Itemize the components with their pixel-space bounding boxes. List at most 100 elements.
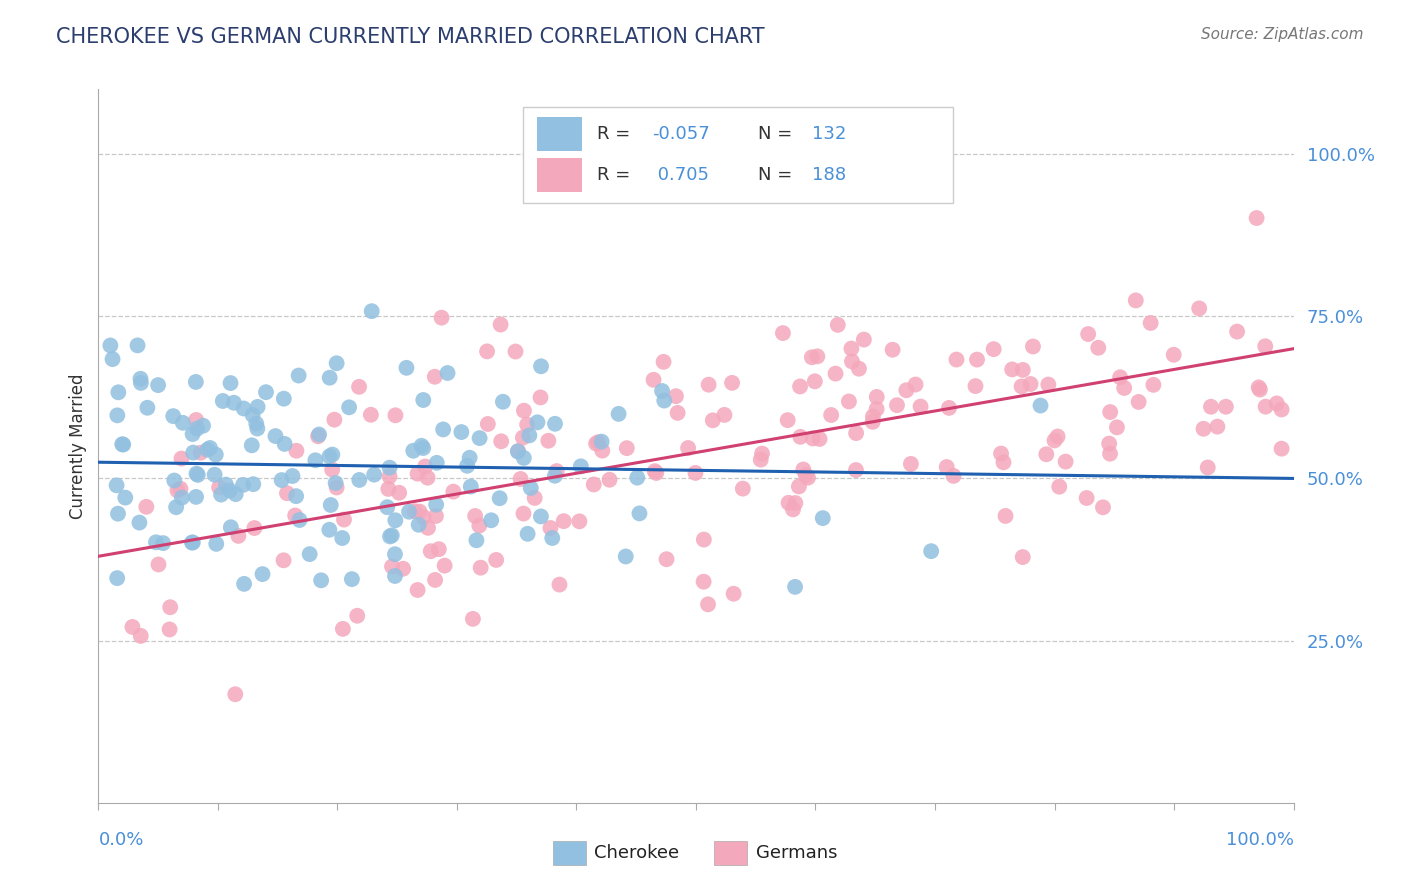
Point — [586, 435, 609, 450]
Point — [254, 385, 277, 400]
Point — [824, 367, 846, 381]
Point — [599, 473, 621, 487]
Point — [643, 373, 665, 387]
Point — [246, 400, 269, 414]
Point — [721, 376, 744, 390]
Point — [246, 421, 269, 435]
Point — [172, 416, 194, 430]
Point — [1105, 420, 1128, 434]
Point — [211, 394, 233, 409]
Point — [1029, 399, 1052, 413]
Point — [406, 467, 429, 481]
FancyBboxPatch shape — [714, 840, 748, 865]
Point — [330, 531, 353, 545]
Point — [219, 520, 242, 534]
Point — [377, 482, 399, 496]
Text: Cherokee: Cherokee — [595, 844, 679, 862]
Point — [209, 487, 232, 501]
Point — [159, 600, 181, 615]
Point — [406, 582, 429, 597]
Point — [616, 441, 638, 455]
Point — [468, 431, 491, 445]
Point — [340, 572, 363, 586]
Point — [101, 352, 124, 367]
Point — [544, 417, 567, 431]
Point — [1271, 402, 1294, 417]
Point — [347, 380, 370, 394]
Point — [281, 469, 304, 483]
Point — [789, 379, 811, 393]
Point — [1011, 550, 1033, 565]
Point — [582, 477, 605, 491]
Point — [219, 376, 242, 390]
Point — [513, 403, 536, 417]
Point — [384, 409, 406, 423]
Point — [886, 398, 908, 412]
Point — [412, 510, 434, 524]
Point — [652, 355, 675, 369]
Point — [1249, 383, 1271, 397]
Point — [465, 533, 488, 548]
Point — [430, 310, 453, 325]
Point — [541, 531, 564, 545]
Point — [489, 318, 512, 332]
Point — [713, 408, 735, 422]
Point — [1047, 480, 1070, 494]
Point — [506, 444, 529, 458]
Point — [772, 326, 794, 340]
Point — [1139, 316, 1161, 330]
Point — [1022, 339, 1045, 353]
Point — [333, 512, 356, 526]
Text: 100.0%: 100.0% — [1226, 831, 1294, 849]
Point — [477, 417, 499, 431]
Point — [408, 505, 430, 519]
Point — [128, 516, 150, 530]
Point — [186, 422, 208, 436]
Point — [841, 354, 863, 368]
Point — [538, 521, 561, 535]
Point — [475, 344, 498, 359]
Point — [697, 377, 720, 392]
Point — [404, 504, 426, 518]
Point — [568, 514, 591, 528]
Text: 0.705: 0.705 — [652, 166, 709, 184]
Point — [127, 338, 149, 352]
Point — [513, 450, 536, 465]
Point — [416, 470, 439, 484]
Point — [789, 430, 811, 444]
Point — [1128, 395, 1150, 409]
Point — [520, 481, 543, 495]
Point — [1226, 325, 1249, 339]
Point — [325, 476, 347, 491]
Point — [904, 377, 927, 392]
Point — [384, 547, 406, 561]
Point — [1206, 419, 1229, 434]
Point — [848, 361, 870, 376]
Point — [321, 448, 343, 462]
Point — [530, 359, 553, 374]
Text: 188: 188 — [811, 166, 846, 184]
Point — [121, 620, 143, 634]
Point — [519, 428, 541, 442]
Point — [232, 478, 254, 492]
FancyBboxPatch shape — [537, 117, 582, 152]
Point — [1054, 454, 1077, 468]
Point — [910, 400, 932, 414]
Point — [785, 496, 807, 510]
Point — [388, 485, 411, 500]
Point — [114, 491, 136, 505]
Point — [129, 376, 152, 390]
Point — [882, 343, 904, 357]
Point — [900, 457, 922, 471]
Point — [665, 389, 688, 403]
Point — [526, 415, 548, 429]
Point — [170, 451, 193, 466]
Point — [419, 544, 441, 558]
Point — [1142, 377, 1164, 392]
Point — [1098, 447, 1121, 461]
Point — [105, 571, 128, 585]
Point — [1125, 293, 1147, 308]
Point — [862, 409, 884, 424]
Point — [862, 415, 884, 429]
Point — [693, 533, 716, 547]
